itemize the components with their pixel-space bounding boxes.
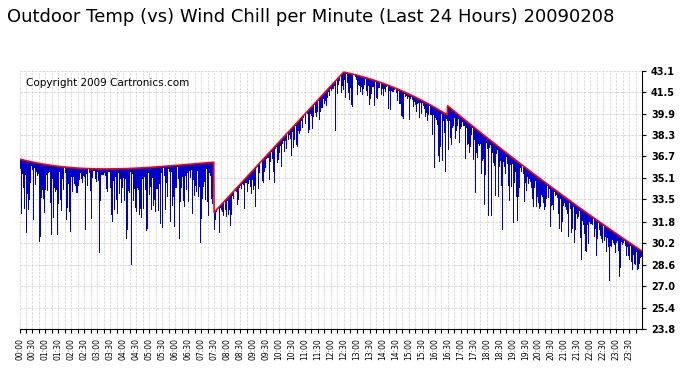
Text: Outdoor Temp (vs) Wind Chill per Minute (Last 24 Hours) 20090208: Outdoor Temp (vs) Wind Chill per Minute … [7, 8, 614, 26]
Text: Copyright 2009 Cartronics.com: Copyright 2009 Cartronics.com [26, 78, 189, 88]
